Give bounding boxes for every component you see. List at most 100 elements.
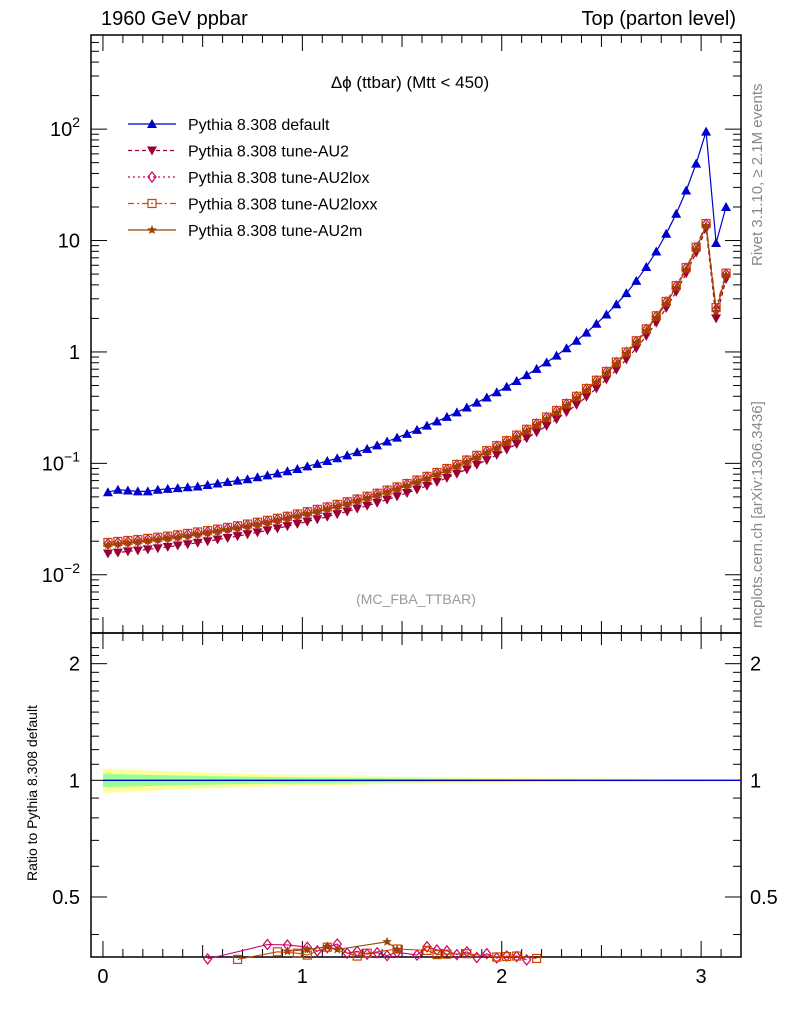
- data-point: [462, 456, 472, 466]
- data-point: [113, 539, 123, 548]
- ratio-y-tick-label: 2: [69, 654, 80, 676]
- data-point: [531, 428, 542, 438]
- data-point: [322, 455, 333, 465]
- data-point: [591, 318, 602, 328]
- series-line: [107, 221, 727, 543]
- data-point: [232, 475, 243, 485]
- data-point: [691, 158, 702, 168]
- data-point: [252, 519, 263, 529]
- data-point: [282, 513, 293, 523]
- x-tick-label: 3: [696, 966, 707, 988]
- data-point: [481, 456, 492, 466]
- legend-marker: [147, 198, 157, 209]
- data-point: [601, 309, 612, 319]
- data-point: [451, 469, 462, 479]
- series-1: [102, 224, 732, 559]
- data-point: [611, 358, 622, 368]
- data-point: [102, 487, 113, 497]
- data-point: [352, 496, 362, 506]
- data-point: [232, 523, 243, 533]
- ratio-point: [472, 951, 482, 964]
- data-point: [641, 325, 651, 335]
- data-point: [721, 270, 731, 280]
- ratio-point: [392, 946, 402, 959]
- data-point: [202, 528, 213, 537]
- data-point: [511, 432, 522, 442]
- data-point: [112, 484, 123, 494]
- data-point: [362, 501, 373, 511]
- data-point: [511, 440, 522, 450]
- data-point: [232, 520, 243, 533]
- data-point: [242, 474, 253, 484]
- ratio-point: [422, 945, 432, 955]
- data-point: [551, 407, 562, 417]
- data-point: [232, 532, 243, 542]
- data-point: [162, 531, 173, 544]
- data-point: [262, 517, 273, 527]
- data-point: [292, 463, 303, 473]
- data-point: [392, 432, 403, 442]
- series-3: [103, 218, 731, 548]
- data-point: [342, 450, 353, 460]
- ratio-point: [482, 947, 492, 960]
- data-point: [661, 298, 671, 308]
- data-point: [222, 524, 233, 534]
- data-point: [362, 493, 372, 503]
- data-point: [661, 296, 671, 309]
- data-point: [272, 513, 283, 526]
- data-point: [302, 517, 313, 527]
- data-point: [502, 437, 512, 447]
- data-point: [471, 397, 482, 407]
- data-point: [611, 365, 622, 375]
- data-point: [431, 477, 442, 487]
- data-point: [451, 407, 462, 417]
- data-point: [392, 484, 402, 493]
- data-point: [581, 392, 592, 402]
- data-point: [621, 288, 632, 298]
- data-point: [561, 343, 572, 353]
- ratio-point: [232, 954, 243, 965]
- data-point: [372, 490, 382, 500]
- ratio-point: [302, 944, 313, 954]
- data-point: [202, 479, 213, 489]
- data-point: [651, 246, 662, 256]
- x-tick-label: 2: [496, 966, 507, 988]
- data-point: [461, 402, 472, 412]
- series-line: [107, 221, 727, 545]
- data-point: [142, 486, 153, 496]
- data-point: [481, 392, 492, 402]
- data-point: [501, 435, 512, 448]
- plot-title: Δϕ (ttbar) (Mtt < 450): [331, 73, 489, 92]
- data-point: [342, 496, 352, 509]
- data-point: [212, 535, 223, 545]
- data-point: [681, 262, 691, 275]
- ratio-point: [262, 938, 273, 951]
- ratio-series-4: [282, 936, 402, 956]
- data-point: [711, 238, 722, 248]
- data-point: [671, 282, 681, 292]
- data-point: [372, 440, 383, 450]
- data-point: [272, 524, 283, 534]
- data-point: [142, 545, 153, 555]
- data-point: [701, 126, 712, 136]
- data-point: [491, 387, 502, 397]
- data-point: [112, 548, 123, 558]
- y-tick-label: 102: [50, 114, 80, 141]
- legend-label: Pythia 8.308 tune-AU2loxx: [188, 197, 377, 214]
- legend-label: Pythia 8.308 tune-AU2m: [188, 223, 362, 240]
- data-point: [212, 526, 223, 536]
- data-point: [462, 454, 472, 467]
- data-point: [242, 521, 253, 531]
- ratio-y-tick-label: 1: [69, 770, 80, 792]
- data-point: [322, 512, 333, 522]
- header-right-label: Top (parton level): [581, 8, 736, 30]
- data-point: [431, 416, 442, 426]
- data-point: [382, 485, 392, 497]
- data-point: [372, 498, 383, 508]
- data-point: [661, 228, 672, 238]
- ratio-point: [432, 950, 442, 960]
- ratio-point: [352, 951, 362, 961]
- data-point: [422, 471, 432, 484]
- ratio-point: [442, 949, 452, 959]
- ratio-point: [412, 949, 422, 962]
